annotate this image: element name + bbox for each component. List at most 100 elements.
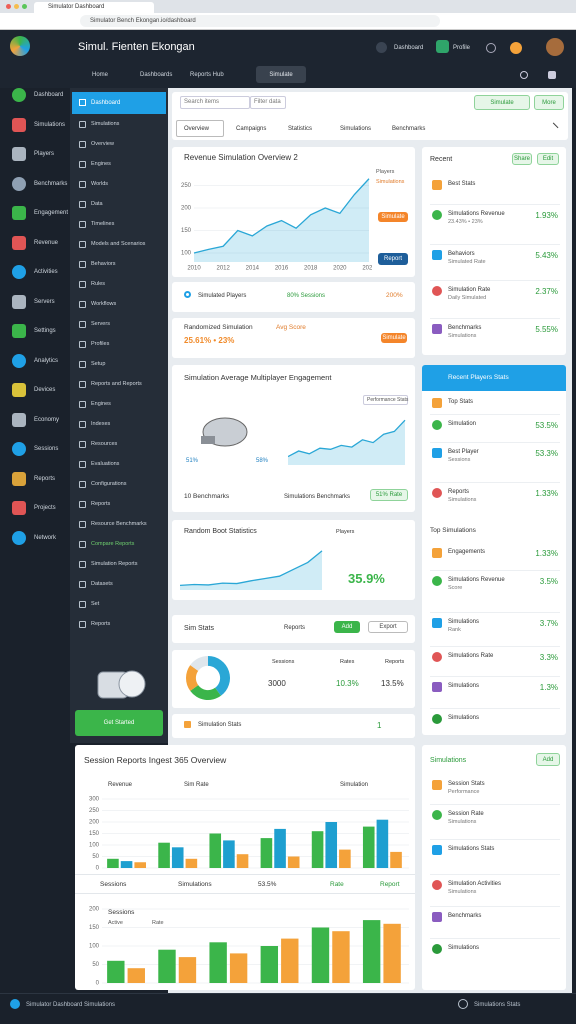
rail-icon[interactable] — [12, 265, 26, 279]
filter-field[interactable] — [250, 96, 286, 109]
header-action[interactable]: Dashboard — [394, 45, 424, 51]
rail-label[interactable]: Dashboard — [34, 92, 64, 98]
sidebar-item[interactable]: Data — [91, 201, 103, 207]
sidebar-cta[interactable] — [75, 710, 163, 736]
sidebar-active-label[interactable]: Dashboard — [91, 100, 121, 106]
filter-text[interactable]: Filter data — [254, 99, 281, 105]
url-field[interactable] — [80, 15, 440, 27]
tab[interactable]: Simulations — [340, 126, 372, 132]
rail-icon[interactable] — [12, 501, 26, 515]
menu-button[interactable] — [534, 95, 564, 110]
rail-label[interactable]: Players — [34, 151, 55, 157]
sidebar-item[interactable]: Rules — [91, 281, 106, 287]
subnav-item[interactable]: Home — [92, 72, 109, 78]
card-button[interactable] — [512, 153, 532, 165]
tab[interactable]: Benchmarks — [392, 126, 426, 132]
rail-label[interactable]: Analytics — [34, 357, 59, 364]
rail-icon[interactable] — [12, 294, 26, 309]
sidebar-item[interactable]: Reports — [91, 621, 111, 627]
sidebar-item[interactable]: Overview — [91, 141, 114, 147]
sidebar-item[interactable]: Workflows — [91, 301, 117, 307]
tab[interactable]: Overview — [184, 126, 210, 132]
rail-icon[interactable] — [12, 117, 26, 132]
rail-icon[interactable] — [12, 88, 26, 102]
sidebar-item[interactable]: Reports — [91, 501, 111, 507]
header-icon[interactable] — [510, 42, 522, 54]
panel-button-label[interactable]: Export — [379, 624, 397, 630]
rail-label[interactable]: Servers — [34, 298, 55, 305]
subnav-button-label[interactable]: Simulate — [269, 71, 293, 78]
primary-button-label[interactable]: Simulate — [490, 99, 514, 106]
header-icon[interactable] — [436, 40, 449, 53]
sidebar-item[interactable]: Set — [91, 601, 100, 607]
sidebar-item[interactable]: Datasets — [91, 581, 113, 587]
badge[interactable] — [378, 253, 408, 265]
sidebar-item[interactable]: Compare Reports — [91, 541, 135, 547]
rail-icon[interactable] — [12, 206, 26, 220]
rail-label[interactable]: Reports — [34, 475, 56, 482]
rail-icon[interactable] — [12, 147, 26, 161]
sidebar-item[interactable]: Engines — [91, 401, 111, 407]
sidebar-item[interactable]: Models and Scenarios — [91, 241, 146, 247]
sidebar-item[interactable]: Worlds — [91, 181, 109, 187]
footer-badge[interactable] — [370, 489, 408, 501]
rail-label[interactable]: Sessions — [34, 446, 59, 452]
header-icon[interactable] — [486, 43, 496, 53]
sidebar-item[interactable]: Timelines — [91, 221, 115, 227]
sidebar-item[interactable]: Configurations — [91, 481, 127, 487]
header-icon[interactable] — [520, 71, 528, 79]
rail-label[interactable]: Benchmarks — [34, 180, 68, 187]
rail-label[interactable]: Simulations — [34, 121, 66, 128]
panel-button[interactable] — [381, 333, 407, 343]
primary-button[interactable] — [474, 95, 530, 110]
card-button[interactable] — [537, 153, 559, 165]
tab-active[interactable] — [176, 120, 224, 137]
subnav-item[interactable]: Reports Hub — [190, 72, 224, 78]
tab[interactable]: Campaigns — [236, 126, 267, 132]
rail-icon[interactable] — [12, 235, 26, 250]
rail-icon[interactable] — [12, 530, 26, 545]
sidebar-item[interactable]: Resource Benchmarks — [91, 521, 147, 527]
subnav-item[interactable]: Dashboards — [140, 72, 173, 78]
tab[interactable]: Statistics — [288, 126, 313, 132]
panel-button[interactable] — [334, 621, 360, 633]
sidebar-item[interactable]: Profiles — [91, 341, 110, 347]
badge[interactable] — [378, 212, 408, 222]
sidebar-cta-label[interactable]: Get Started — [103, 720, 135, 726]
url-text[interactable]: Simulator Bench Ekongan.io/dashboard — [90, 18, 196, 24]
rail-label[interactable]: Network — [34, 534, 57, 541]
rail-label[interactable]: Economy — [34, 416, 60, 423]
search-field[interactable] — [180, 96, 250, 109]
badge-label[interactable]: Report — [383, 256, 403, 262]
card-button-label[interactable]: Add — [542, 756, 554, 763]
rail-icon[interactable] — [12, 353, 26, 368]
panel-button-label[interactable]: Add — [341, 624, 353, 630]
sidebar-item[interactable]: Resources — [91, 441, 118, 447]
sidebar-item[interactable]: Evaluations — [91, 461, 120, 467]
rail-icon[interactable] — [12, 412, 26, 427]
search-text[interactable]: Search items — [184, 99, 220, 105]
sidebar-item[interactable]: Reports and Reports — [91, 381, 142, 387]
sidebar-active[interactable] — [72, 92, 166, 114]
footer-badge-label[interactable]: 51% Rate — [375, 492, 403, 498]
rail-label[interactable]: Projects — [34, 505, 56, 511]
badge-label[interactable]: Simulate — [381, 214, 405, 220]
rail-label[interactable]: Engagement — [34, 210, 69, 216]
panel-button-label[interactable]: Simulate — [382, 335, 406, 341]
menu-button-label[interactable]: More — [542, 99, 556, 106]
rail-label[interactable]: Activities — [34, 269, 58, 275]
header-icon[interactable] — [376, 42, 387, 53]
card-button[interactable] — [536, 753, 560, 766]
panel-button[interactable] — [368, 621, 408, 633]
sidebar-item[interactable]: Setup — [91, 361, 106, 367]
rail-label[interactable]: Revenue — [34, 239, 59, 246]
card-button-label[interactable]: Edit — [542, 156, 554, 162]
sidebar-item[interactable]: Indexes — [91, 421, 111, 427]
header-action[interactable]: Profile — [453, 45, 471, 51]
sidebar-item[interactable]: Simulations — [91, 121, 120, 127]
rail-label[interactable]: Settings — [34, 328, 56, 334]
rail-icon[interactable] — [12, 176, 26, 191]
sidebar-item[interactable]: Simulation Reports — [91, 561, 138, 567]
rail-icon[interactable] — [12, 324, 26, 338]
subnav-button[interactable] — [256, 66, 306, 83]
